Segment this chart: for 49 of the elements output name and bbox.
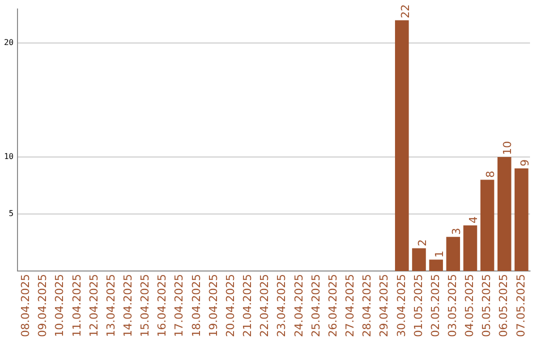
- x-tick-label: 24.04.2025: [292, 274, 306, 338]
- x-tick-label: 05.05.2025: [480, 274, 494, 338]
- x-tick-label: 18.04.2025: [190, 274, 203, 338]
- x-tick-label: 11.04.2025: [70, 274, 84, 338]
- x-tick-label: 10.04.2025: [53, 274, 66, 338]
- x-tick-label: 06.05.2025: [497, 274, 510, 338]
- y-tick-label: 20: [4, 38, 14, 48]
- bar: [514, 168, 528, 272]
- x-tick-label: 26.04.2025: [326, 274, 340, 338]
- x-tick-label: 29.04.2025: [378, 274, 391, 338]
- bar: [412, 248, 426, 272]
- y-tick-label: 5: [8, 209, 14, 218]
- x-tick-label: 20.04.2025: [224, 274, 237, 338]
- y-tick-label: 10: [4, 152, 14, 162]
- data-label: 10: [501, 141, 514, 156]
- x-tick-label: 17.04.2025: [172, 274, 186, 338]
- x-tick-label: 12.04.2025: [87, 274, 100, 338]
- x-tick-label: 28.04.2025: [360, 274, 374, 338]
- x-tick-label: 30.04.2025: [394, 274, 408, 338]
- x-tick-label: 27.04.2025: [344, 274, 357, 338]
- x-tick-label: 21.04.2025: [241, 274, 254, 338]
- data-label: 1: [432, 250, 446, 258]
- data-label: 4: [467, 216, 480, 224]
- data-label: 3: [450, 228, 464, 235]
- x-tick-label: 15.04.2025: [138, 274, 152, 338]
- x-tick-label: 09.04.2025: [36, 274, 50, 338]
- x-tick-label: 13.04.2025: [104, 274, 118, 338]
- bar: [463, 225, 478, 272]
- x-tick-label: 03.05.2025: [446, 274, 460, 338]
- x-tick-label: 16.04.2025: [156, 274, 169, 338]
- x-tick-label: 23.04.2025: [275, 274, 288, 338]
- data-label: 2: [416, 239, 429, 246]
- bar: [480, 180, 494, 272]
- data-label: 9: [518, 159, 532, 166]
- bar: [395, 20, 409, 272]
- bar: [446, 236, 460, 272]
- data-label: 8: [484, 170, 498, 178]
- x-tick-label: 02.05.2025: [428, 274, 442, 338]
- x-tick-label: 08.04.2025: [19, 274, 32, 338]
- bar: [497, 157, 512, 272]
- bar: [429, 260, 443, 272]
- x-tick-label: 22.04.2025: [258, 274, 272, 338]
- x-tick-label: 01.05.2025: [412, 274, 425, 338]
- x-tick-label: 04.05.2025: [463, 274, 476, 338]
- x-tick-label: 07.05.2025: [514, 274, 528, 338]
- x-tick-label: 25.04.2025: [309, 274, 322, 338]
- data-label: 22: [398, 4, 412, 18]
- x-tick-label: 19.04.2025: [206, 274, 220, 338]
- x-tick-label: 14.04.2025: [122, 274, 135, 338]
